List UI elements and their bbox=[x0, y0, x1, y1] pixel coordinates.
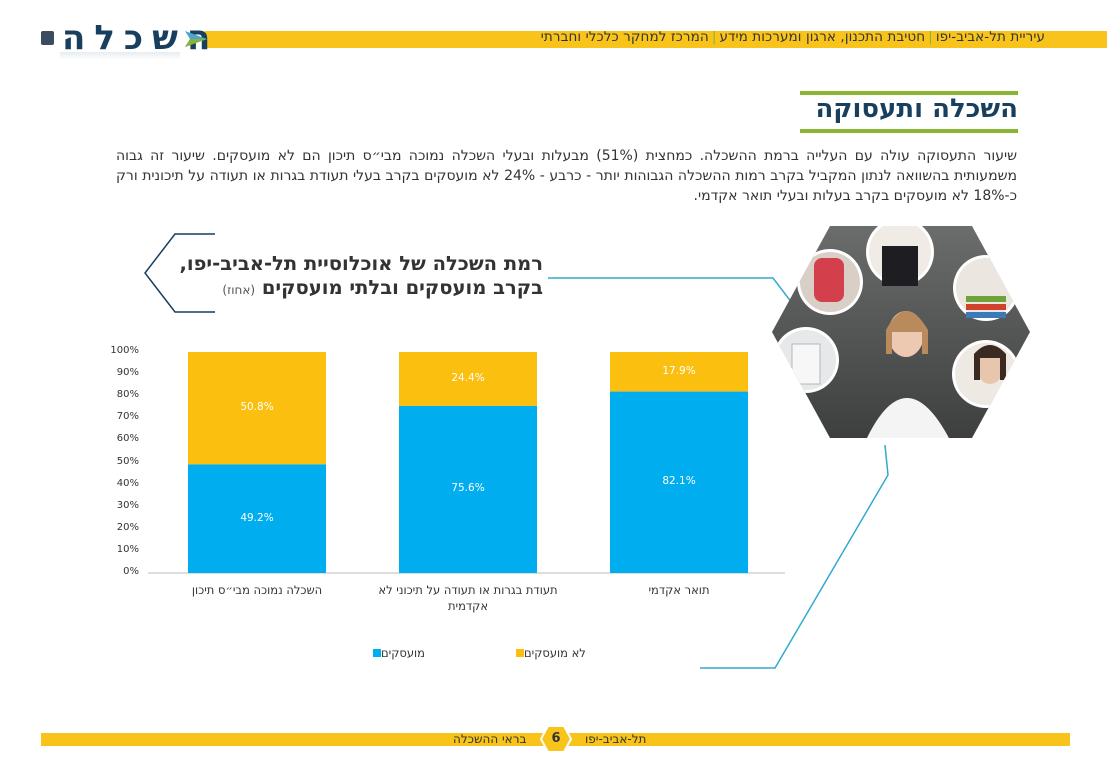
y-tick-label: 50% bbox=[116, 455, 139, 467]
header-division: חטיבת התכנון, ארגון ומערכות מידע bbox=[719, 29, 926, 45]
logo-text: השכלה bbox=[62, 18, 220, 58]
bar-segment bbox=[610, 391, 748, 573]
footer-right-text: תל-אביב-יפו bbox=[585, 732, 647, 746]
page-title: השכלה ותעסוקה bbox=[815, 94, 1018, 124]
y-tick-label: 70% bbox=[116, 411, 139, 423]
data-label: 82.1% bbox=[662, 475, 696, 488]
legend-label: מועסקים bbox=[381, 646, 425, 660]
header-separator: | bbox=[711, 29, 717, 45]
legend-swatch bbox=[373, 649, 381, 657]
y-tick-label: 20% bbox=[116, 521, 139, 533]
legend-item: לא מועסקים bbox=[513, 646, 586, 660]
title-rule-top bbox=[800, 91, 1018, 95]
data-label: 17.9% bbox=[662, 364, 696, 377]
data-label: 24.4% bbox=[451, 371, 485, 384]
x-category-label: השכלה נמוכה מבי״ס תיכון bbox=[191, 583, 323, 597]
logo-square-icon bbox=[41, 31, 54, 45]
x-category-label: תעודת בגרות או תעודה על תיכוני לא אקדמית bbox=[378, 583, 558, 613]
y-tick-label: 80% bbox=[116, 389, 139, 401]
legend-item: מועסקים bbox=[370, 646, 425, 660]
footer-left-text: בראי ההשכלה bbox=[453, 732, 527, 746]
y-tick-label: 40% bbox=[116, 477, 139, 489]
header-center: המרכז למחקר כלכלי וחברתי bbox=[540, 29, 709, 45]
header-breadcrumb: עיריית תל-אביב-יפו|חטיבת התכנון, ארגון ו… bbox=[541, 29, 1045, 45]
logo-reflection bbox=[60, 52, 180, 60]
data-label: 49.2% bbox=[240, 511, 274, 524]
bar-segment bbox=[188, 352, 326, 465]
legend-swatch bbox=[516, 649, 524, 657]
chart-title-line2: בקרב מועסקים ובלתי מועסקים bbox=[261, 276, 543, 299]
page-badge-icon bbox=[540, 725, 572, 753]
title-rule-bottom bbox=[800, 129, 1018, 133]
bar-segment bbox=[399, 352, 537, 406]
x-category-label: תואר אקדמי bbox=[648, 583, 710, 597]
y-tick-label: 10% bbox=[116, 543, 139, 555]
header-bar bbox=[205, 31, 1107, 48]
header-org: עיריית תל-אביב-יפו bbox=[935, 29, 1045, 45]
header-separator: | bbox=[928, 29, 933, 45]
data-label: 50.8% bbox=[240, 401, 274, 414]
y-tick-label: 0% bbox=[123, 566, 139, 577]
y-tick-label: 100% bbox=[110, 345, 139, 356]
legend-label: לא מועסקים bbox=[524, 646, 586, 660]
y-tick-label: 90% bbox=[116, 367, 139, 379]
bar-segment bbox=[399, 405, 537, 573]
bar-segment bbox=[188, 464, 326, 573]
bar-segment bbox=[610, 352, 748, 392]
chart-title-unit: (אחוז) bbox=[222, 283, 256, 297]
page-number: 6 bbox=[551, 731, 561, 746]
hexagon-photo-collage bbox=[772, 226, 1030, 438]
logo-arrow-icon bbox=[185, 31, 207, 47]
chart-title-line1: רמת השכלה של אוכלוסיית תל-אביב-יפו, bbox=[179, 252, 543, 275]
y-tick-label: 30% bbox=[116, 499, 139, 511]
chart-title: רמת השכלה של אוכלוסיית תל-אביב-יפו, בקרב… bbox=[160, 252, 543, 302]
data-label: 75.6% bbox=[451, 482, 485, 495]
intro-paragraph: שיעור התעסוקה עולה עם העלייה ברמת ההשכלה… bbox=[116, 148, 1018, 204]
y-tick-label: 60% bbox=[116, 433, 139, 445]
